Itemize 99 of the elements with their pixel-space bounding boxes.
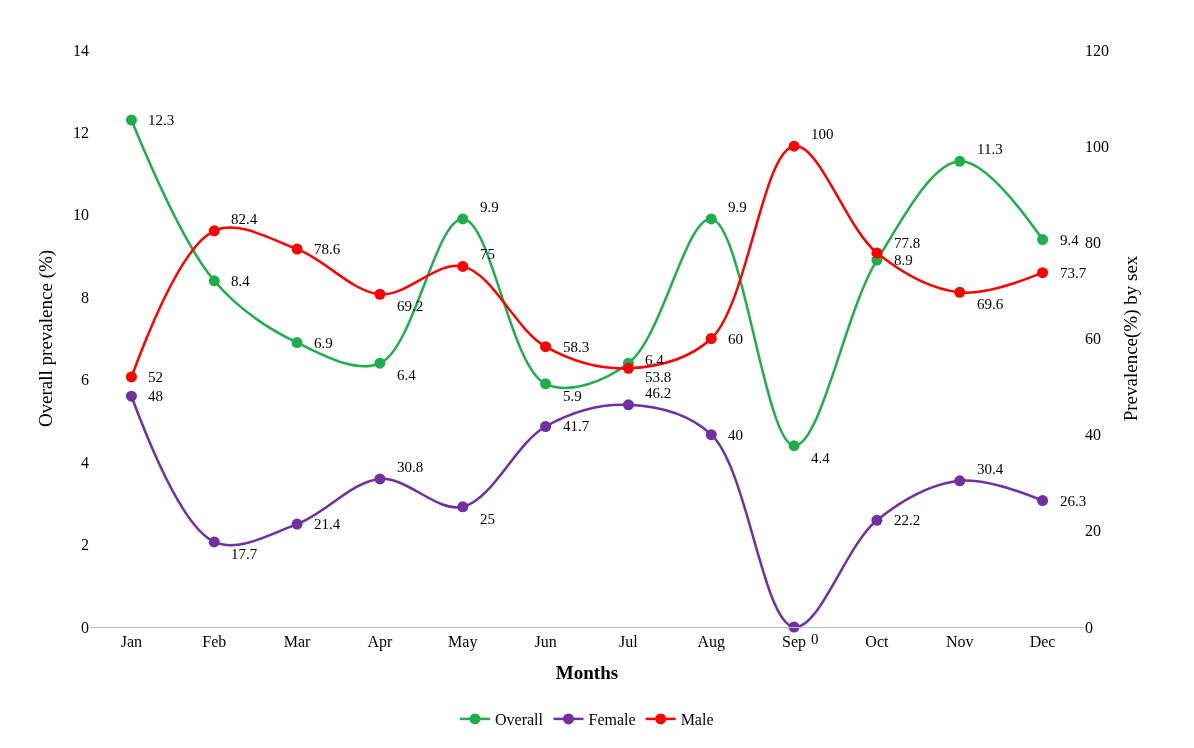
x-tick-label: Oct xyxy=(865,633,890,651)
point xyxy=(374,288,386,300)
x-tick-label: Jan xyxy=(120,633,143,651)
x-tick-label: Sep xyxy=(782,633,807,652)
data-label: 8.4 xyxy=(231,273,251,289)
y-tick-label: 14 xyxy=(73,41,89,59)
x-axis-title: Months xyxy=(555,662,619,683)
data-label: 30.4 xyxy=(977,461,1004,477)
point xyxy=(125,371,137,383)
data-label: 46.2 xyxy=(645,385,672,401)
point xyxy=(291,518,303,530)
y-tick-label: 4 xyxy=(81,453,89,471)
data-label: 48 xyxy=(148,388,163,404)
data-label: 60 xyxy=(728,331,743,347)
y-tick-label: 6 xyxy=(81,371,89,389)
point xyxy=(788,440,800,452)
point xyxy=(540,420,552,432)
point xyxy=(374,473,386,485)
data-label: 58.3 xyxy=(563,339,590,355)
x-tick-label: May xyxy=(448,633,478,652)
legend-label: Female xyxy=(588,711,636,729)
point xyxy=(622,399,634,411)
data-label: 77.8 xyxy=(894,235,921,251)
legend-label: Overall xyxy=(495,711,544,729)
data-label: 8.9 xyxy=(894,252,913,268)
point xyxy=(1037,495,1049,507)
point xyxy=(871,247,883,259)
y2-tick-label: 100 xyxy=(1085,137,1109,155)
y-axis-title: Overall prevalence (%) xyxy=(34,249,57,428)
point xyxy=(705,213,717,225)
point xyxy=(374,357,386,369)
point xyxy=(208,225,220,237)
point xyxy=(291,337,303,349)
point xyxy=(540,341,552,353)
point xyxy=(788,140,800,152)
point xyxy=(457,260,469,272)
x-tick-label: Dec xyxy=(1029,633,1056,651)
point xyxy=(954,475,966,487)
data-label: 0 xyxy=(811,631,819,647)
data-label: 21.4 xyxy=(314,516,341,532)
data-label: 26.3 xyxy=(1060,493,1087,509)
data-label: 5.9 xyxy=(563,388,582,404)
legend-label: Male xyxy=(680,711,714,729)
data-label: 6.9 xyxy=(314,335,333,351)
point xyxy=(125,114,137,126)
y2-tick-label: 80 xyxy=(1085,233,1101,251)
data-label: 30.8 xyxy=(397,459,424,475)
y2-tick-label: 60 xyxy=(1085,330,1101,348)
x-tick-label: Feb xyxy=(202,633,227,651)
data-label: 22.2 xyxy=(894,512,921,528)
data-label: 82.4 xyxy=(231,211,258,227)
x-tick-label: Apr xyxy=(367,633,394,652)
data-label: 73.7 xyxy=(1060,265,1087,281)
data-label: 41.7 xyxy=(563,418,590,434)
data-label: 53.8 xyxy=(645,369,672,385)
y-tick-label: 2 xyxy=(81,536,89,554)
y2-tick-label: 120 xyxy=(1085,41,1109,59)
point xyxy=(540,378,552,390)
data-label: 6.4 xyxy=(397,367,417,383)
x-tick-label: Nov xyxy=(945,633,974,651)
y2-tick-label: 40 xyxy=(1085,426,1101,444)
point xyxy=(1037,267,1049,279)
data-label: 25 xyxy=(480,511,495,527)
data-label: 17.7 xyxy=(231,546,258,562)
point xyxy=(954,155,966,167)
data-label: 100 xyxy=(811,126,834,142)
x-tick-label: Mar xyxy=(283,633,312,651)
y2-tick-label: 0 xyxy=(1085,618,1093,636)
data-label: 52 xyxy=(148,369,163,385)
x-tick-label: Aug xyxy=(697,633,726,652)
point xyxy=(1037,234,1049,246)
y-tick-label: 12 xyxy=(73,124,89,142)
data-label: 11.3 xyxy=(977,141,1003,157)
point xyxy=(125,390,137,402)
data-label: 69.6 xyxy=(977,296,1004,312)
point xyxy=(622,362,634,374)
y2-tick-label: 20 xyxy=(1085,522,1101,540)
data-label: 9.9 xyxy=(480,199,499,215)
point xyxy=(705,333,717,344)
data-label: 12.3 xyxy=(148,112,175,128)
y2-axis-title: Prevalence(%) by sex xyxy=(1119,255,1142,422)
data-label: 78.6 xyxy=(314,241,341,257)
x-tick-label: Jun xyxy=(534,633,557,651)
data-label: 40 xyxy=(728,427,743,443)
point xyxy=(291,243,303,255)
data-label: 9.4 xyxy=(1060,232,1080,248)
data-label: 4.4 xyxy=(811,450,831,466)
y-tick-label: 8 xyxy=(81,288,89,306)
point xyxy=(705,429,717,441)
point xyxy=(208,536,220,548)
data-label: 9.9 xyxy=(728,199,747,215)
x-tick-label: Jul xyxy=(619,633,639,651)
y-tick-label: 10 xyxy=(73,206,89,224)
point xyxy=(457,213,469,225)
point xyxy=(208,275,220,287)
point xyxy=(457,501,469,513)
y-tick-label: 0 xyxy=(81,618,89,636)
point xyxy=(954,286,966,298)
point xyxy=(871,514,883,526)
